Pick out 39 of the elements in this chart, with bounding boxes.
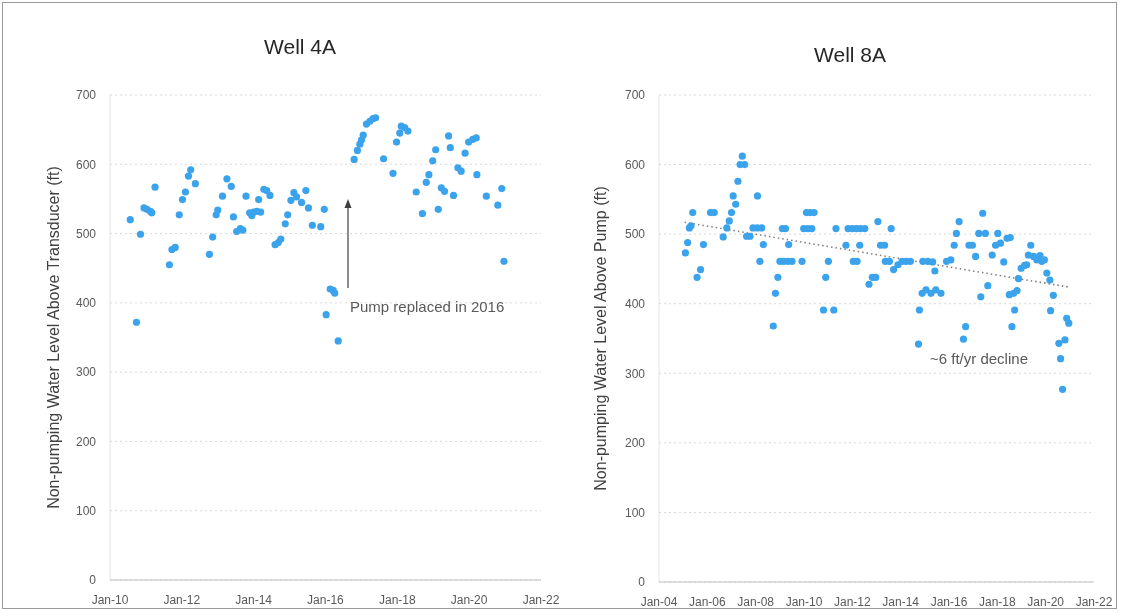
y-tick-label: 200: [624, 436, 646, 451]
y-tick-label: 100: [75, 503, 97, 518]
annotation: ~6 ft/yr decline: [930, 349, 1028, 367]
x-tick-label: Jan-20: [1027, 594, 1065, 609]
x-tick-label: Jan-18: [978, 594, 1017, 609]
x-tick-label: Jan-22: [522, 592, 560, 607]
x-tick-label: Jan-16: [307, 592, 345, 607]
x-tick-label: Jan-18: [378, 592, 416, 607]
x-tick-label: Jan-04: [640, 594, 678, 609]
y-tick-label: 700: [624, 88, 646, 103]
chart-title: Well 4A: [264, 34, 336, 60]
annotation: Pump replaced in 2016: [350, 297, 505, 315]
y-tick-label: 500: [75, 226, 97, 241]
x-tick-label: Jan-10: [785, 594, 823, 609]
y-tick-label: 600: [75, 157, 97, 172]
y-tick-label: 0: [89, 573, 97, 588]
x-tick-label: Jan-12: [163, 592, 201, 607]
x-tick-label: Jan-12: [833, 594, 871, 609]
y-tick-label: 300: [75, 365, 97, 380]
y-tick-label: 500: [624, 227, 646, 242]
y-tick-label: 600: [624, 157, 646, 172]
y-axis-title: Non-pumping Water Level Above Transducer (ft): [44, 166, 62, 509]
y-tick-label: 0: [638, 575, 646, 590]
y-axis-title: Non-pumping Water Level Above Pump (ft): [591, 186, 609, 491]
y-tick-label: 400: [624, 296, 646, 311]
chart-title: Well 8A: [814, 42, 886, 68]
x-tick-label: Jan-22: [1075, 594, 1113, 609]
y-tick-label: 100: [624, 505, 646, 520]
x-tick-label: Jan-08: [737, 594, 775, 609]
x-tick-label: Jan-06: [689, 594, 727, 609]
x-tick-label: Jan-20: [450, 592, 488, 607]
y-tick-label: 200: [75, 434, 97, 449]
y-tick-label: 300: [624, 366, 646, 381]
y-tick-label: 700: [75, 88, 97, 103]
x-tick-label: Jan-14: [235, 592, 273, 607]
y-tick-label: 400: [75, 296, 97, 311]
x-tick-label: Jan-10: [91, 592, 129, 607]
x-tick-label: Jan-16: [930, 594, 968, 609]
x-tick-label: Jan-14: [882, 594, 920, 609]
